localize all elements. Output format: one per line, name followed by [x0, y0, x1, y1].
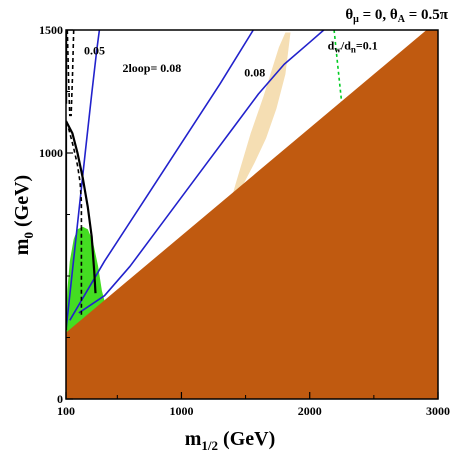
x-axis-ticks: 100 1000 2000 3000: [57, 392, 450, 418]
x-tick-label-3: 3000: [426, 404, 450, 418]
x-axis-title-unit: (GeV): [218, 428, 275, 450]
x-tick-label-2: 2000: [298, 404, 322, 418]
ann-dw-sub-n: n: [351, 45, 356, 55]
y-tick-label-0: 0: [57, 392, 63, 406]
contour-line-7: [67, 128, 83, 227]
y-axis-ticks: 0 1000 1500: [39, 23, 73, 406]
y-axis-title-unit: (GeV): [11, 175, 33, 232]
ann-dw-mid: /d: [340, 39, 351, 53]
contour-lines: [66, 30, 347, 331]
title-theta-a: θ: [390, 7, 398, 23]
title-eq2: = 0.5π: [405, 7, 449, 23]
y-axis-title: m0 (GeV): [11, 175, 36, 255]
y-axis-title-sub: 0: [21, 232, 36, 239]
annotation-dw-dn: dw/dn=0.1: [328, 39, 378, 55]
contour-line-6: [66, 30, 71, 117]
green-excluded-region: [66, 226, 105, 335]
x-axis-title-sub: 1/2: [201, 438, 218, 453]
annotation-005: 0.05: [84, 44, 105, 58]
x-axis-title: m1/2 (GeV): [185, 428, 276, 453]
x-tick-label-1: 1000: [169, 404, 193, 418]
contour-line-0: [66, 30, 101, 331]
ann-dw-tail: =0.1: [356, 39, 378, 53]
y-tick-label-1: 1000: [39, 146, 63, 160]
title-eq1: = 0,: [359, 7, 390, 23]
annotations: 0.05 2loop= 0.08 0.08 dw/dn=0.1: [84, 39, 378, 80]
chart-title: θμ = 0, θA = 0.5π: [345, 7, 448, 25]
annotation-008: 0.08: [244, 66, 265, 80]
brown-excluded-region: [66, 30, 438, 399]
title-theta-mu: θ: [345, 7, 353, 23]
contour-line-1: [69, 30, 254, 321]
contour-line-2: [78, 30, 325, 314]
x-axis-title-m: m: [185, 428, 202, 450]
y-axis-title-m: m: [11, 238, 33, 255]
ann-dw-d: d: [328, 39, 335, 53]
contour-line-4: [66, 120, 97, 294]
annotation-2loop: 2loop= 0.08: [122, 61, 181, 75]
y-tick-label-2: 1500: [39, 23, 63, 37]
cream-allowed-region: [219, 32, 291, 240]
x-tick-label-0: 100: [57, 404, 75, 418]
plot-area: [66, 30, 438, 399]
title-mu-sub: μ: [353, 14, 359, 25]
title-a-sub: A: [398, 14, 406, 25]
contour-line-8: [70, 30, 75, 117]
ann-dw-sub-w: w: [334, 45, 341, 55]
